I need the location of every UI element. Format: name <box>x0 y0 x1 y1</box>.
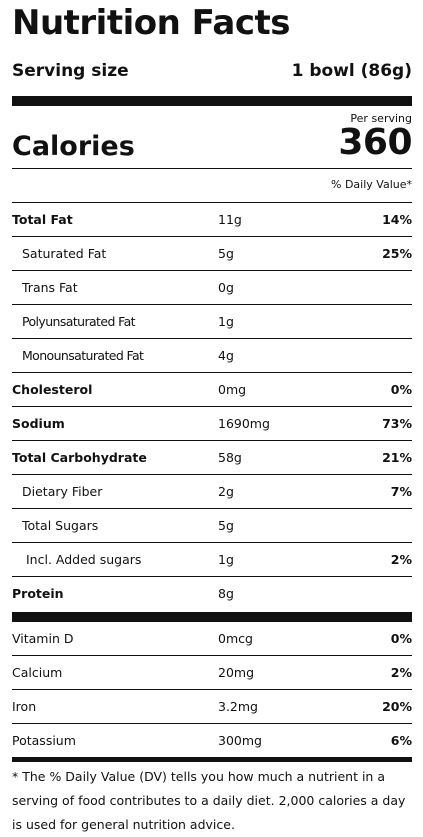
bottom-divider <box>12 757 412 762</box>
nutrient-name: Dietary Fiber <box>22 484 103 499</box>
serving-size-value: 1 bowl (86g) <box>291 61 412 81</box>
nutrient-name: Sodium <box>12 416 65 431</box>
vitamin-amount: 300mg <box>218 733 262 748</box>
label-title: Nutrition Facts <box>12 3 290 43</box>
nutrient-amount: 11g <box>218 212 242 227</box>
serving-size-row: Serving size 1 bowl (86g) <box>12 46 412 96</box>
nutrient-row-total-sugars: Total Sugars 5g <box>12 509 412 543</box>
thick-divider <box>12 612 412 622</box>
vitamin-dv: 0% <box>390 631 412 646</box>
vitamin-dv: 2% <box>390 665 412 680</box>
vitamin-name: Potassium <box>12 733 76 748</box>
nutrient-row-saturated-fat: Saturated Fat 5g 25% <box>12 237 412 271</box>
nutrient-row-sodium: Sodium 1690mg 73% <box>12 407 412 441</box>
vitamin-dv: 6% <box>390 733 412 748</box>
vitamin-amount: 3.2mg <box>218 699 258 714</box>
nutrient-dv: 73% <box>382 416 412 431</box>
nutrient-dv: 21% <box>382 450 412 465</box>
nutrient-name: Total Sugars <box>22 518 99 533</box>
nutrient-dv: 25% <box>382 246 412 261</box>
nutrient-row-dietary-fiber: Dietary Fiber 2g 7% <box>12 475 412 509</box>
nutrient-name: Polyunsaturated Fat <box>22 314 136 329</box>
nutrient-dv: 2% <box>390 552 412 567</box>
vitamin-name: Vitamin D <box>12 631 74 646</box>
nutrient-name: Incl. Added sugars <box>26 552 142 567</box>
nutrient-amount: 0g <box>218 280 234 295</box>
nutrient-amount: 2g <box>218 484 234 499</box>
vitamin-row-iron: Iron 3.2mg 20% <box>12 690 412 724</box>
thick-divider <box>12 96 412 106</box>
calories-value: 360 <box>338 122 412 163</box>
nutrient-row-protein: Protein 8g <box>12 577 412 610</box>
nutrient-row-cholesterol: Cholesterol 0mg 0% <box>12 373 412 407</box>
nutrient-row-monounsaturated-fat: Monounsaturated Fat 4g <box>12 339 412 373</box>
nutrient-name: Cholesterol <box>12 382 93 397</box>
nutrient-amount: 4g <box>218 348 234 363</box>
vitamin-row-potassium: Potassium 300mg 6% <box>12 724 412 757</box>
nutrient-amount: 1690mg <box>218 416 270 431</box>
nutrient-amount: 8g <box>218 586 234 601</box>
vitamin-row-vitamin-d: Vitamin D 0mcg 0% <box>12 622 412 656</box>
nutrient-amount: 58g <box>218 450 242 465</box>
nutrient-amount: 5g <box>218 518 234 533</box>
nutrient-name: Protein <box>12 586 64 601</box>
nutrient-name: Monounsaturated Fat <box>22 348 144 363</box>
nutrient-row-added-sugars: Incl. Added sugars 1g 2% <box>12 543 412 577</box>
nutrient-dv: 14% <box>382 212 412 227</box>
per-serving-label: Per serving <box>350 112 412 125</box>
nutrient-name: Total Carbohydrate <box>12 450 147 465</box>
nutrient-amount: 5g <box>218 246 234 261</box>
nutrient-name: Saturated Fat <box>22 246 107 261</box>
vitamin-amount: 0mcg <box>218 631 253 646</box>
daily-value-header: % Daily Value* <box>12 169 412 203</box>
vitamin-amount: 20mg <box>218 665 255 680</box>
vitamin-dv: 20% <box>382 699 412 714</box>
serving-size-label: Serving size <box>12 61 129 81</box>
nutrient-dv: 7% <box>390 484 412 499</box>
vitamin-name: Calcium <box>12 665 63 680</box>
nutrient-row-polyunsaturated-fat: Polyunsaturated Fat 1g <box>12 305 412 339</box>
vitamin-name: Iron <box>12 699 37 714</box>
nutrient-amount: 1g <box>218 552 234 567</box>
nutrient-amount: 1g <box>218 314 234 329</box>
nutrient-dv: 0% <box>390 382 412 397</box>
nutrient-row-total-fat: Total Fat 11g 14% <box>12 203 412 237</box>
nutrient-name: Trans Fat <box>22 280 78 295</box>
footnote: * The % Daily Value (DV) tells you how m… <box>12 769 406 832</box>
nutrient-row-trans-fat: Trans Fat 0g <box>12 271 412 305</box>
vitamin-row-calcium: Calcium 20mg 2% <box>12 656 412 690</box>
nutrient-name: Total Fat <box>12 212 73 227</box>
nutrient-row-total-carbohydrate: Total Carbohydrate 58g 21% <box>12 441 412 475</box>
nutrient-amount: 0mg <box>218 382 247 397</box>
calories-block: Per serving Calories 360 <box>12 106 412 169</box>
calories-label: Calories <box>12 131 135 162</box>
